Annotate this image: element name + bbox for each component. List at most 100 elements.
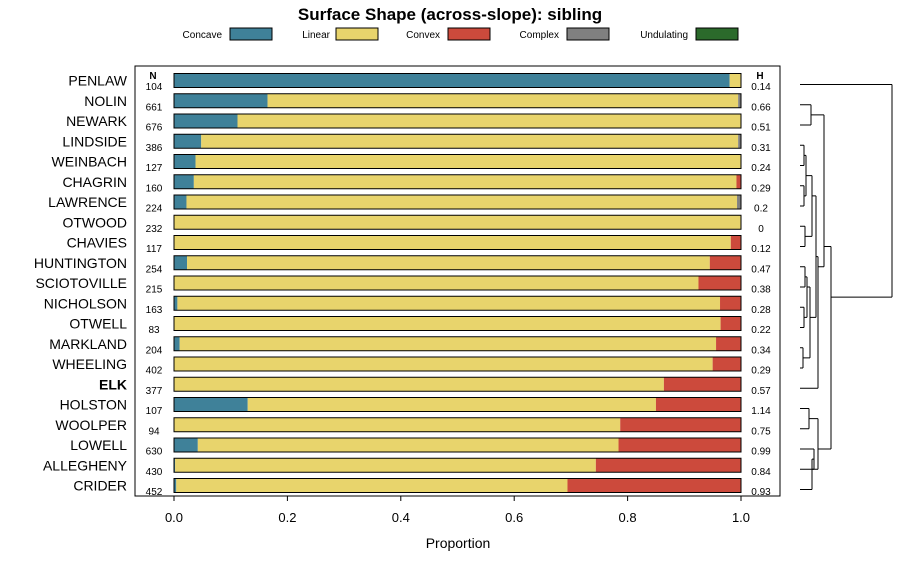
bar-row: WHEELING 402 0.29	[52, 356, 771, 377]
legend: Concave Linear Convex Complex Undulating	[183, 27, 739, 41]
x-tick-label: 0.4	[392, 510, 410, 525]
bar-outline	[173, 214, 742, 230]
bar-row: HOLSTON 107 1.14	[60, 397, 772, 418]
row-h-value: 0.14	[751, 82, 771, 93]
bar-segment	[655, 397, 741, 412]
row-h-value: 0.38	[751, 285, 771, 296]
bar-segment	[193, 174, 737, 189]
row-label: NICHOLSON	[44, 295, 127, 311]
n-column-header: N	[149, 71, 156, 82]
row-h-value: 0	[758, 224, 764, 235]
bar-segment	[237, 114, 741, 128]
bar-segment	[175, 458, 596, 473]
row-h-value: 0.93	[751, 487, 771, 498]
bar-outline	[173, 235, 742, 250]
bar-outline	[173, 457, 742, 473]
bar-segment	[174, 336, 180, 351]
bar-row: WEINBACH 127 0.24	[52, 154, 772, 175]
bar-segment	[195, 154, 741, 169]
bar-segment	[186, 195, 738, 209]
bar-segment	[174, 478, 177, 493]
bar-outline	[173, 316, 742, 331]
bar-segment	[174, 276, 699, 290]
bar-segment	[176, 478, 568, 493]
row-n-value: 163	[146, 305, 163, 316]
bar-row: SCIOTOVILLE 215 0.38	[35, 275, 771, 296]
row-label: PENLAW	[68, 73, 127, 89]
bar-row: LINDSIDE 386 0.31	[62, 133, 771, 154]
row-label: SCIOTOVILLE	[35, 275, 127, 291]
row-n-value: 117	[146, 244, 162, 255]
row-n-value: 160	[146, 183, 163, 194]
legend-swatch	[335, 27, 379, 41]
row-label: HOLSTON	[60, 397, 127, 413]
row-n-value: 386	[146, 143, 163, 154]
row-label: OTWOOD	[62, 214, 127, 230]
bar-outline	[173, 437, 742, 453]
bar-segment	[174, 154, 196, 169]
row-n-value: 661	[146, 102, 163, 113]
bar-outline	[173, 397, 742, 412]
row-label: CRIDER	[73, 478, 127, 494]
row-h-value: 0.75	[751, 426, 771, 437]
bar-segment	[174, 93, 268, 108]
bar-segment	[174, 134, 202, 149]
row-n-value: 452	[146, 487, 163, 498]
row-label: WOOLPER	[55, 417, 127, 433]
bar-segment	[174, 195, 187, 209]
bar-outline	[173, 133, 742, 149]
bar-row: LAWRENCE 224 0.2	[48, 194, 768, 215]
row-label: HUNTINGTON	[34, 255, 127, 271]
bar-row: OTWELL 83 0.22	[69, 316, 771, 337]
bar-segment	[620, 417, 741, 432]
bar-row: NEWARK 676 0.51	[66, 113, 771, 134]
bar-segment	[174, 458, 176, 473]
row-n-value: 402	[146, 366, 163, 377]
bar-row: LOWELL 630 0.99	[70, 437, 771, 458]
row-label: LINDSIDE	[62, 133, 127, 149]
bar-outline	[173, 336, 742, 352]
row-n-value: 94	[148, 426, 160, 437]
bar-row: HUNTINGTON 254 0.47	[34, 255, 771, 276]
bar-segment	[174, 296, 178, 311]
h-column-header: H	[756, 71, 763, 82]
x-tick-label: 1.0	[732, 510, 750, 525]
row-n-value: 254	[146, 264, 163, 275]
bar-segment	[709, 255, 741, 270]
bar-segment	[174, 397, 248, 412]
x-tick-label: 0.0	[165, 510, 183, 525]
legend-label: Complex	[520, 30, 559, 41]
bar-segment	[567, 478, 741, 493]
row-h-value: 0.28	[751, 305, 771, 316]
bar-outline	[173, 73, 742, 88]
bar-segment	[174, 377, 664, 392]
bar-outline	[173, 376, 742, 392]
bar-segment	[174, 316, 721, 331]
bar-segment	[618, 438, 741, 452]
bar-row: CHAGRIN 160 0.29	[62, 174, 771, 195]
bar-row: WOOLPER 94 0.75	[55, 417, 771, 438]
row-label: LAWRENCE	[48, 194, 127, 210]
bar-segment	[716, 336, 741, 351]
bar-segment	[174, 114, 238, 128]
bar-segment	[720, 296, 741, 311]
bar-outline	[173, 174, 742, 190]
row-h-value: 1.14	[751, 406, 771, 417]
bar-segment	[174, 255, 188, 270]
row-n-value: 630	[146, 447, 163, 458]
row-label: ELK	[99, 376, 127, 392]
bar-segment	[738, 93, 741, 108]
chart-title: Surface Shape (across-slope): sibling	[298, 5, 602, 24]
bar-outline	[173, 93, 742, 109]
bar-outline	[173, 356, 742, 372]
legend-label: Concave	[183, 30, 223, 41]
bar-outline	[173, 417, 742, 433]
legend-label: Linear	[302, 30, 330, 41]
x-tick-label: 0.8	[619, 510, 637, 525]
row-label: LOWELL	[70, 437, 127, 453]
row-n-value: 107	[146, 406, 163, 417]
bar-segment	[698, 276, 741, 290]
bar-segment	[174, 235, 731, 250]
bar-row: CRIDER 452 0.93	[73, 478, 771, 499]
